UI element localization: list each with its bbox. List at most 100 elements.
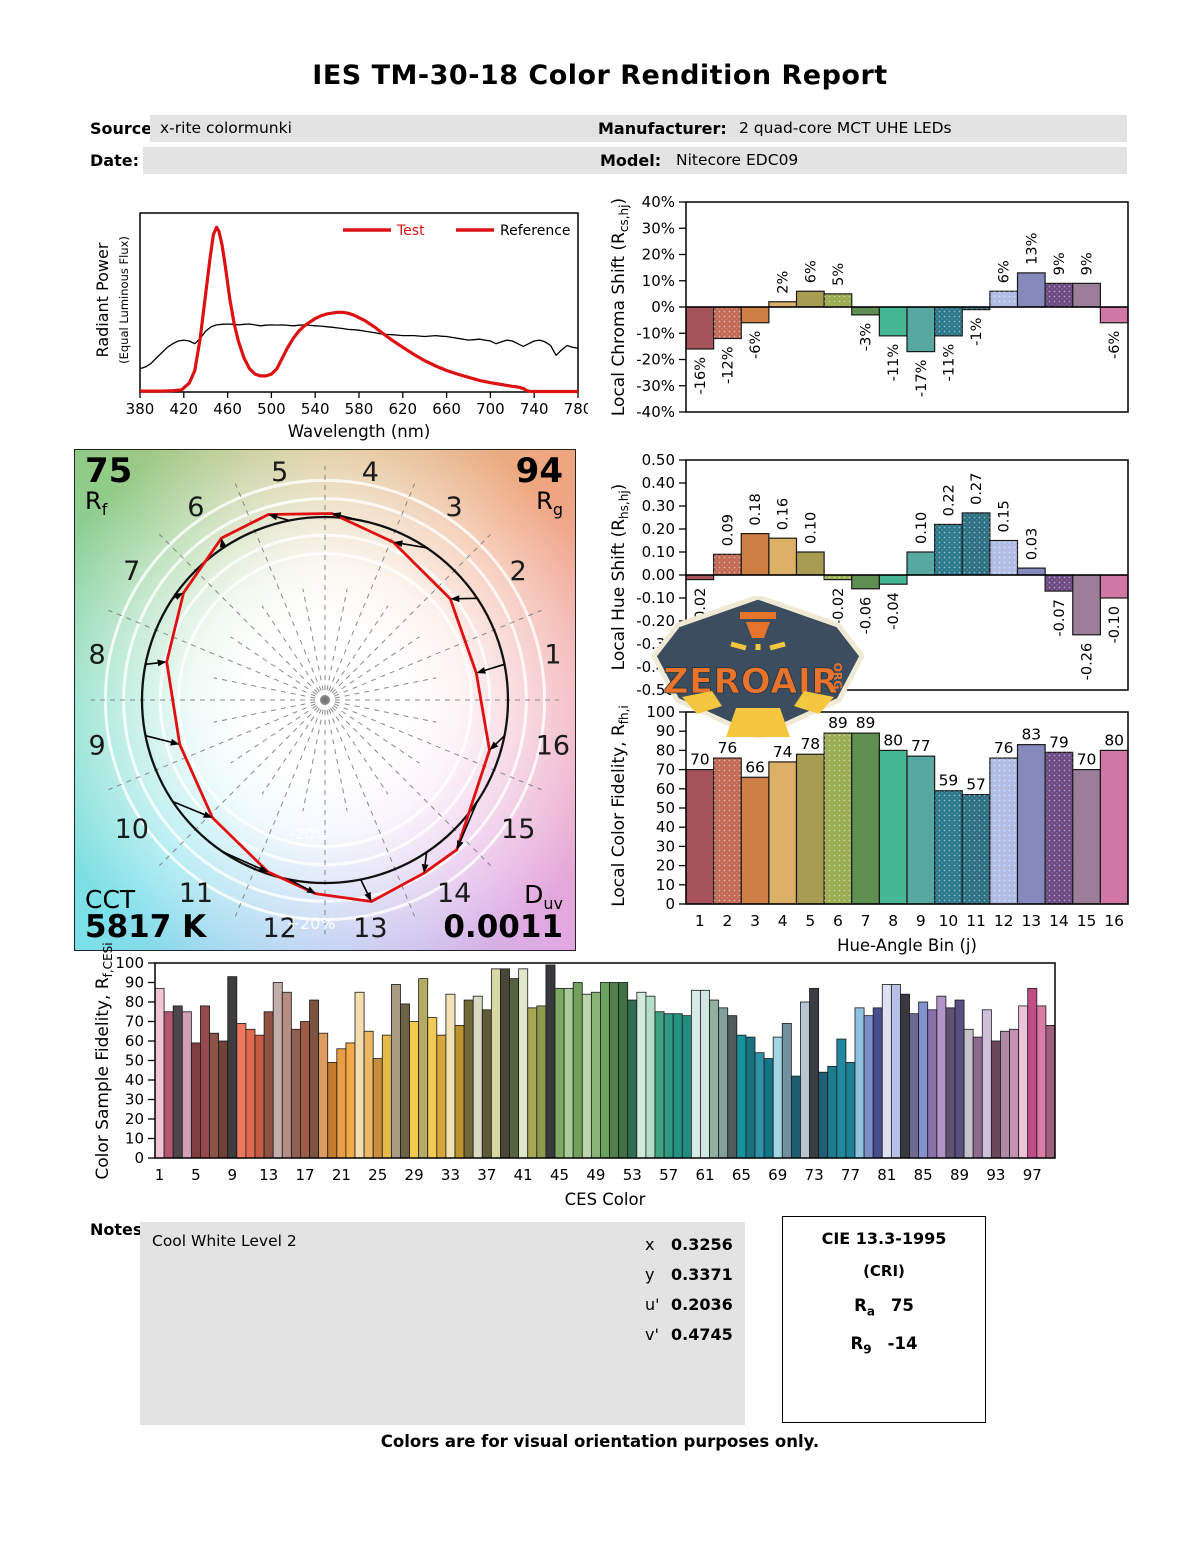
svg-text:0.09: 0.09 [720, 514, 736, 546]
svg-text:0.10: 0.10 [803, 512, 819, 544]
svg-text:460: 460 [213, 400, 242, 418]
date-value [143, 147, 752, 174]
svg-text:79: 79 [1049, 733, 1069, 751]
svg-text:-6%: -6% [748, 331, 764, 359]
svg-text:57: 57 [659, 1166, 678, 1184]
svg-text:11: 11 [179, 878, 213, 909]
svg-text:-0.07: -0.07 [1052, 599, 1068, 637]
svg-text:61: 61 [695, 1166, 714, 1184]
svg-text:740: 740 [520, 400, 549, 418]
svg-text:-30%: -30% [636, 377, 675, 395]
svg-text:53: 53 [623, 1166, 642, 1184]
svg-text:77: 77 [841, 1166, 860, 1184]
svg-text:20: 20 [125, 1110, 144, 1128]
svg-text:57: 57 [966, 776, 986, 794]
footer-disclaimer: Colors are for visual orientation purpos… [380, 1432, 820, 1451]
local-chroma-shift-chart: 40% 30% 20% 10% 0% -10% -20% -30% -40% -16% -12% -6… [598, 190, 1138, 430]
svg-text:700: 700 [476, 400, 505, 418]
svg-text:17: 17 [295, 1166, 314, 1184]
svg-text:5%: 5% [831, 263, 847, 286]
svg-text:0.10: 0.10 [642, 543, 675, 561]
model-label: Model: [600, 151, 662, 170]
svg-text:80: 80 [883, 731, 903, 749]
manufacturer-label: Manufacturer: [598, 119, 727, 138]
svg-text:500: 500 [257, 400, 286, 418]
svg-text:70: 70 [125, 1013, 144, 1031]
svg-text:0.00: 0.00 [642, 566, 675, 584]
svg-text:10: 10 [656, 876, 675, 894]
local-hue-shift-chart: 0.50 0.40 0.30 0.20 0.10 0.00 -0.10 -0.20 -0.30-… [598, 446, 1138, 706]
svg-text:1: 1 [695, 912, 705, 930]
svg-text:70: 70 [1077, 751, 1097, 769]
svg-text:-20%: -20% [290, 825, 329, 843]
svg-text:90: 90 [125, 974, 144, 992]
svg-text:Test: Test [396, 223, 425, 239]
svg-text:CES Color: CES Color [565, 1190, 646, 1205]
svg-text:40: 40 [125, 1071, 144, 1089]
svg-text:81: 81 [877, 1166, 896, 1184]
svg-text:-40%: -40% [636, 403, 675, 421]
svg-text:15: 15 [1077, 912, 1097, 930]
svg-text:5: 5 [191, 1166, 201, 1184]
svg-text:-11%: -11% [886, 344, 902, 381]
svg-text:9: 9 [88, 730, 105, 761]
cri-box: CIE 13.3-1995 (CRI) Ra 75 R9 -14 [782, 1216, 986, 1423]
svg-text:9: 9 [227, 1166, 237, 1184]
flashlight-icon [730, 612, 786, 651]
svg-text:-3%: -3% [859, 323, 875, 351]
source-label: Source: [90, 119, 159, 138]
svg-text:0: 0 [665, 895, 675, 913]
notes-box: Cool White Level 2 [140, 1222, 745, 1425]
svg-text:-20%: -20% [636, 351, 675, 369]
svg-text:14: 14 [1049, 912, 1069, 930]
svg-text:0.30: 0.30 [642, 497, 675, 515]
svg-text:13%: 13% [1024, 233, 1040, 265]
svg-text:-0.04: -0.04 [886, 592, 902, 630]
svg-text:73: 73 [805, 1166, 824, 1184]
svg-text:74: 74 [773, 743, 793, 761]
svg-text:1: 1 [544, 640, 561, 671]
svg-text:97: 97 [1023, 1166, 1042, 1184]
rf-value-block: 75 Rf [85, 451, 133, 519]
svg-text:Hue-Angle Bin (j): Hue-Angle Bin (j) [837, 936, 977, 955]
spectral-power-chart: 380 420 460 500 540 580 620 660 700 740 780 Wavelen… [88, 195, 588, 445]
cri-r9-row: R9 -14 [850, 1334, 918, 1357]
svg-text:10: 10 [125, 1130, 144, 1148]
svg-text:3: 3 [750, 912, 760, 930]
svg-text:7: 7 [123, 556, 140, 587]
svg-text:2%: 2% [776, 271, 792, 294]
svg-text:0.50: 0.50 [642, 451, 675, 469]
svg-text:-0.02: -0.02 [831, 588, 847, 626]
svg-text:6: 6 [187, 492, 204, 523]
svg-text:60: 60 [125, 1032, 144, 1050]
cie-title: CIE 13.3-1995 [821, 1229, 947, 1248]
svg-text:-11%: -11% [941, 344, 957, 381]
svg-text:660: 660 [432, 400, 461, 418]
ces-y-axis-label: Color Sample Fidelity, Rf,CESi [92, 942, 116, 1180]
svg-text:7: 7 [861, 912, 871, 930]
svg-text:89: 89 [856, 714, 876, 732]
date-label: Date: [90, 151, 139, 170]
light-beams [682, 691, 834, 737]
svg-text:89: 89 [950, 1166, 969, 1184]
svg-text:-6%: -6% [1107, 331, 1123, 359]
svg-text:83: 83 [1021, 726, 1041, 744]
svg-text:5: 5 [805, 912, 815, 930]
cri-ra-row: Ra 75 [854, 1296, 914, 1319]
svg-text:13: 13 [1021, 912, 1041, 930]
svg-text:20: 20 [656, 857, 675, 875]
svg-text:-10%: -10% [636, 324, 675, 342]
svg-text:-0.20: -0.20 [636, 612, 675, 630]
svg-text:93: 93 [986, 1166, 1005, 1184]
svg-text:-0.26: -0.26 [1080, 643, 1096, 681]
svg-text:0.16: 0.16 [776, 498, 792, 530]
svg-text:+20%: +20% [287, 914, 336, 933]
svg-text:Wavelength (nm): Wavelength (nm) [288, 422, 431, 441]
svg-text:70: 70 [656, 761, 675, 779]
svg-text:15: 15 [501, 814, 535, 845]
svg-text:0.18: 0.18 [748, 493, 764, 525]
svg-text:0.10: 0.10 [914, 512, 930, 544]
svg-text:66: 66 [745, 758, 765, 776]
chromaticity-y: y 0.3371 [645, 1265, 733, 1284]
svg-text:0.22: 0.22 [941, 484, 957, 516]
